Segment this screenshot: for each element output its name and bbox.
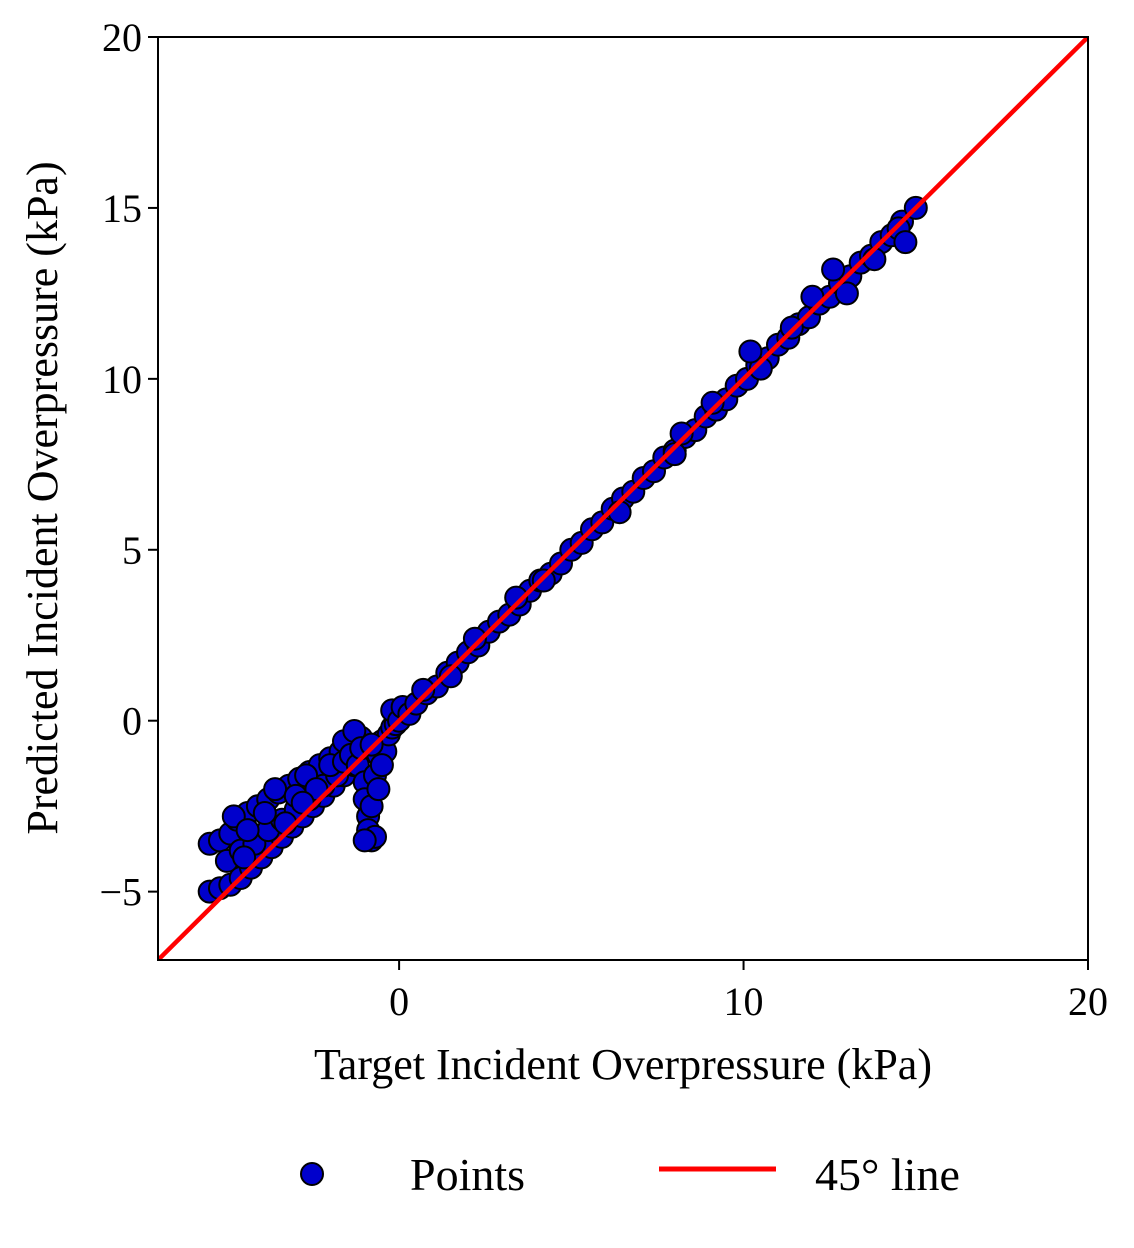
scatter-point (352, 828, 377, 853)
y-tick-label: 20 (102, 15, 142, 60)
scatter-point (462, 626, 487, 651)
legend-points-marker (300, 1162, 324, 1186)
x-axis-ticks: 0 10 20 (389, 960, 1108, 1024)
scatter-point (366, 777, 391, 802)
scatter-point (235, 818, 260, 843)
legend-points-label: Points (410, 1149, 525, 1200)
scatter-point (252, 801, 277, 825)
scatter-point (779, 315, 804, 340)
plot-frame (157, 36, 1089, 961)
x-tick-label: 20 (1068, 979, 1108, 1024)
y-tick-label: 5 (122, 528, 142, 573)
scatter-point (438, 664, 463, 689)
scatter-point (504, 585, 529, 610)
x-axis-label: Target Incident Overpressure (kPa) (314, 1040, 932, 1089)
x-tick-label: 0 (389, 979, 409, 1024)
scatter-point (531, 568, 556, 593)
legend-line-label: 45° line (815, 1149, 960, 1200)
scatter-point (662, 442, 687, 467)
45-degree-line (158, 37, 1088, 960)
legend: Points 45° line (300, 1149, 960, 1200)
y-tick-label: −5 (99, 870, 142, 915)
x-tick-label: 10 (724, 979, 764, 1024)
scatter-point (700, 390, 725, 415)
scatter-point (263, 777, 288, 802)
y-axis-ticks: −5 0 5 10 15 20 (99, 15, 158, 915)
scatter-point (893, 230, 918, 255)
scatter-point (232, 845, 257, 870)
y-tick-label: 15 (102, 186, 142, 231)
scatter-point (738, 339, 763, 364)
scatter-point (411, 677, 436, 702)
scatter-point (359, 732, 384, 757)
y-tick-label: 0 (122, 699, 142, 744)
scatter-point (834, 281, 859, 306)
scatter-point (821, 257, 846, 282)
scatter-point (748, 356, 773, 381)
y-axis-label: Predicted Incident Overpressure (kPa) (18, 161, 67, 834)
scatter-point (369, 753, 394, 778)
y-tick-label: 10 (102, 357, 142, 402)
